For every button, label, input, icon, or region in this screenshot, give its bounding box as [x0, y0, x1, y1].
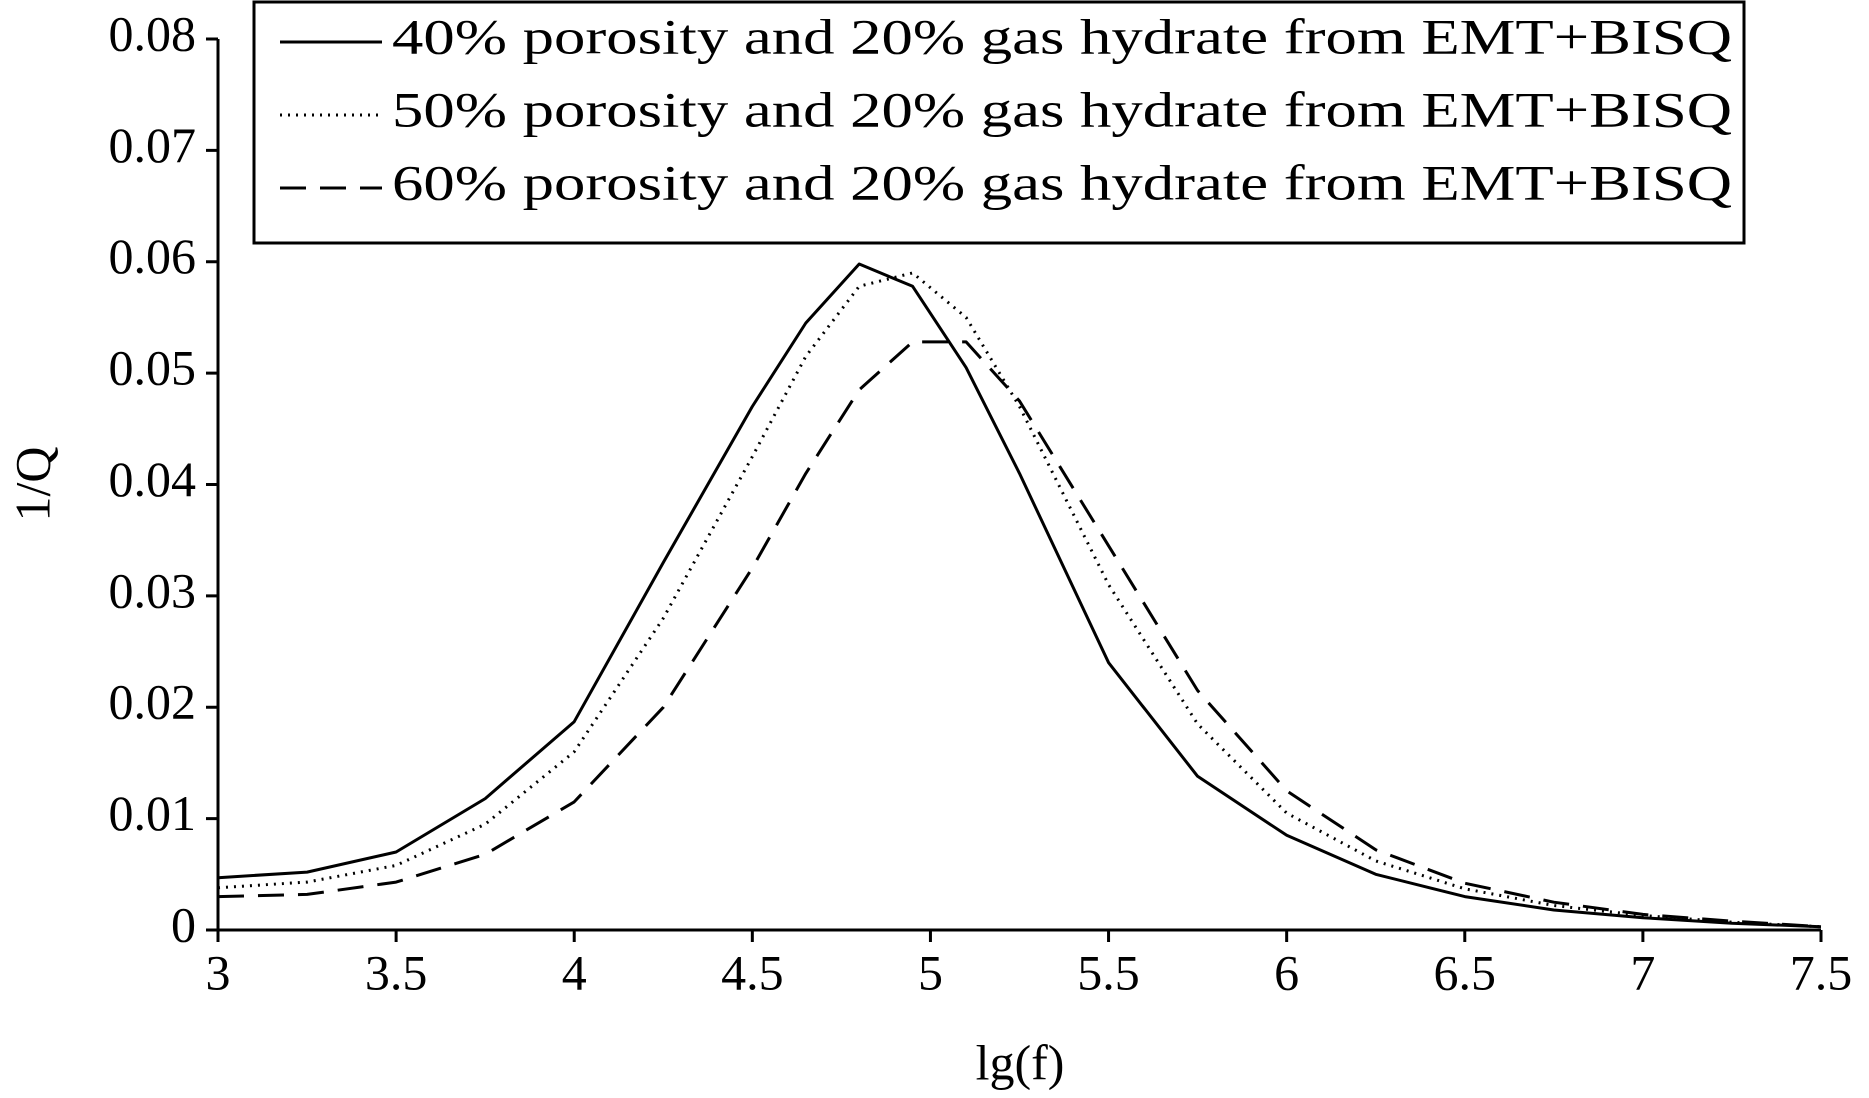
y-axis-label: 1/Q	[4, 447, 60, 522]
legend-box	[252, 0, 1746, 245]
x-tick-label: 3	[206, 944, 231, 1000]
legend-label: 50% porosity and 20% gas hydrate from EM…	[392, 81, 1732, 137]
x-tick-label: 6.5	[1434, 944, 1497, 1000]
line-series	[217, 262, 1822, 929]
x-tick-label: 6	[1274, 944, 1299, 1000]
x-tick-label: 3.5	[365, 944, 428, 1000]
line-series	[217, 340, 1822, 929]
x-tick-label: 4	[562, 944, 587, 1000]
y-tick-label: 0.03	[109, 562, 197, 618]
x-tick-label: 5.5	[1077, 944, 1140, 1000]
line-series	[217, 271, 1822, 929]
x-tick-label: 7.5	[1790, 944, 1853, 1000]
y-tick-label: 0.05	[109, 340, 197, 396]
y-tick-label: 0.01	[109, 785, 197, 841]
x-axis-label: lg(f)	[976, 1034, 1065, 1090]
x-tick-label: 5	[918, 944, 943, 1000]
legend-label: 40% porosity and 20% gas hydrate from EM…	[392, 8, 1732, 64]
y-tick-label: 0	[171, 896, 196, 952]
x-tick-label: 7	[1630, 944, 1655, 1000]
y-tick-label: 0.06	[109, 228, 197, 284]
legend-label: 60% porosity and 20% gas hydrate from EM…	[392, 154, 1732, 210]
y-tick-label: 0.08	[109, 5, 197, 61]
y-tick-label: 0.07	[109, 117, 197, 173]
x-tick-label: 4.5	[721, 944, 784, 1000]
y-tick-label: 0.02	[109, 674, 197, 730]
y-tick-label: 0.04	[109, 451, 197, 507]
